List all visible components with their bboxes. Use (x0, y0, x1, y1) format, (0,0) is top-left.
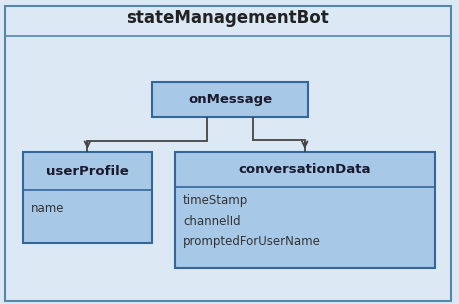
Text: conversationData: conversationData (238, 163, 370, 176)
Bar (151, 82, 308, 117)
Text: promptedForUserName: promptedForUserName (183, 235, 320, 248)
Text: channelId: channelId (183, 215, 240, 227)
Text: timeStamp: timeStamp (183, 194, 248, 207)
Text: name: name (31, 202, 65, 215)
Text: onMessage: onMessage (188, 93, 271, 106)
Text: userProfile: userProfile (46, 165, 129, 178)
Bar (174, 152, 434, 268)
Text: stateManagementBot: stateManagementBot (126, 9, 328, 27)
Bar (23, 152, 151, 243)
